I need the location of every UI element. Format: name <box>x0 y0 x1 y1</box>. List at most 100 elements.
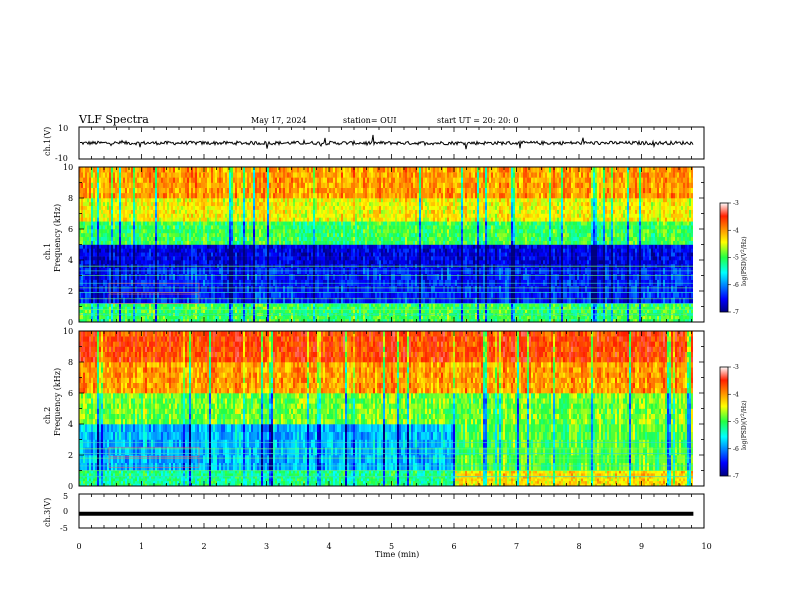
spectrogram-cell <box>137 198 139 203</box>
spectrogram-cell <box>233 279 235 286</box>
spectrogram-cell <box>133 291 135 298</box>
spectrogram-cell <box>91 198 93 203</box>
spectrogram-cell <box>207 306 209 310</box>
spectrogram-cell <box>169 279 171 286</box>
spectrogram-cell <box>121 217 123 222</box>
spectrogram-cell <box>101 303 103 307</box>
spectrogram-cell <box>243 205 245 210</box>
spectrogram-cell <box>113 285 115 292</box>
spectrogram-cell <box>203 244 205 249</box>
spectrogram-cell <box>305 225 307 230</box>
spectrogram-cell <box>327 240 329 245</box>
spectrogram-cell <box>155 236 157 241</box>
spectrogram-cell <box>243 291 245 298</box>
spectrogram-cell <box>333 252 335 257</box>
spectrogram-cell <box>333 232 335 238</box>
spectrogram-cell <box>123 315 125 320</box>
spectrogram-cell <box>297 205 299 210</box>
spectrogram-cell <box>349 309 351 313</box>
spectrogram-cell <box>249 248 251 253</box>
spectrogram-cell <box>83 260 85 265</box>
spectrogram-cell <box>215 306 217 310</box>
spectrogram-cell <box>213 303 215 307</box>
spectrogram-cell <box>261 252 263 257</box>
spectrogram-cell <box>213 279 215 286</box>
spectrogram-cell <box>111 229 113 234</box>
spectrogram-cell <box>81 187 83 194</box>
spectrogram-cell <box>185 205 187 210</box>
spectrogram-cell <box>157 303 159 307</box>
spectrogram-cell <box>343 217 345 222</box>
spectrogram-cell <box>217 303 219 307</box>
spectrogram-cell <box>325 306 327 310</box>
spectrogram-cell <box>189 256 191 261</box>
spectrogram-cell <box>203 205 205 210</box>
spectrogram-cell <box>253 279 255 286</box>
spectrogram-cell <box>285 273 287 280</box>
spectrogram-cell <box>181 240 183 245</box>
spectrogram-cell <box>287 209 289 214</box>
spectrogram-cell <box>343 273 345 280</box>
spectrogram-cell <box>175 236 177 241</box>
spectrogram-cell <box>259 198 261 203</box>
spectrogram-cell <box>295 279 297 286</box>
spectrogram-cell <box>169 232 171 238</box>
spectrogram-cell <box>261 315 263 320</box>
spectrogram-cell <box>199 232 201 238</box>
spectrogram-cell <box>323 172 325 178</box>
spectrogram-cell <box>163 172 165 178</box>
spectrogram-cell <box>163 297 165 304</box>
spectrogram-cell <box>201 172 203 178</box>
spectrogram-cell <box>293 244 295 249</box>
spectrogram-cell <box>259 205 261 210</box>
spectrogram-cell <box>125 187 127 194</box>
spectrogram-cell <box>287 187 289 194</box>
spectrogram-cell <box>127 248 129 253</box>
spectrogram-cell <box>259 177 261 183</box>
spectrogram-cell <box>127 192 129 199</box>
spectrogram-cell <box>255 244 257 249</box>
spectrogram-cell <box>175 303 177 307</box>
spectrogram-cell <box>241 177 243 183</box>
spectrogram-cell <box>349 248 351 253</box>
spectrogram-cell <box>141 201 143 207</box>
spectrogram-cell <box>309 205 311 210</box>
spectrogram-cell <box>315 192 317 199</box>
spectrogram-cell <box>257 236 259 241</box>
spectrogram-cell <box>187 221 189 226</box>
spectrogram-cell <box>261 309 263 313</box>
spectrogram-cell <box>251 201 253 207</box>
spectrogram-cell <box>239 217 241 222</box>
spectrogram-cell <box>127 213 129 218</box>
spectrogram-cell <box>89 187 91 194</box>
spectrogram-cell <box>131 279 133 286</box>
spectrogram-cell <box>295 244 297 249</box>
spectrogram-cell <box>249 306 251 310</box>
spectrogram-cell <box>237 232 239 238</box>
spectrogram-cell <box>281 273 283 280</box>
spectrogram-cell <box>83 315 85 320</box>
spectrogram-cell <box>265 252 267 257</box>
spectrogram-cell <box>121 213 123 218</box>
spectrogram-cell <box>119 172 121 178</box>
spectrogram-cell <box>219 217 221 222</box>
spectrogram-cell <box>307 306 309 310</box>
spectrogram-cell <box>257 209 259 214</box>
spectrogram-cell <box>263 192 265 199</box>
spectrogram-cell <box>187 198 189 203</box>
spectrogram-cell <box>115 318 117 322</box>
header-station: station= OUI <box>343 116 397 125</box>
spectrogram-cell <box>199 297 201 304</box>
spectrogram-cell <box>113 318 115 322</box>
spectrogram-cell <box>209 229 211 234</box>
spectrogram-cell <box>349 229 351 234</box>
spectrogram-cell <box>241 297 243 304</box>
spectrogram-cell <box>261 232 263 238</box>
spectrogram-cell <box>175 192 177 199</box>
spectrogram-cell <box>349 297 351 304</box>
spectrogram-cell <box>223 297 225 304</box>
spectrogram-cell <box>101 236 103 241</box>
spectrogram-cell <box>81 221 83 226</box>
spectrogram-cell <box>181 167 183 173</box>
spectrogram-cell <box>105 177 107 183</box>
